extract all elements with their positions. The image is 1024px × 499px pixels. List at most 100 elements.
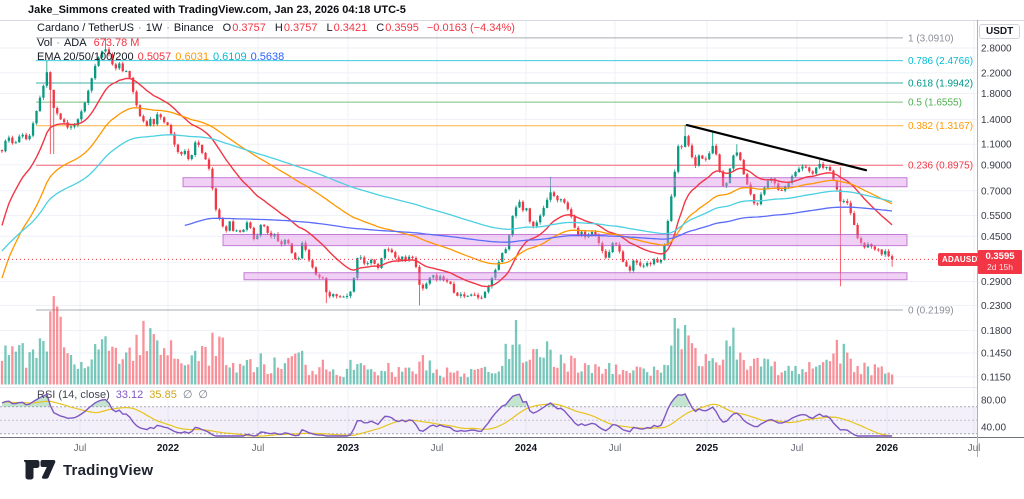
candle[interactable] [680, 146, 683, 148]
candle[interactable] [494, 269, 497, 278]
candle[interactable] [501, 253, 504, 263]
candle[interactable] [76, 119, 80, 126]
candle[interactable] [325, 277, 328, 293]
candle[interactable] [187, 150, 190, 160]
candle[interactable] [156, 114, 159, 125]
candle[interactable] [542, 207, 545, 216]
candle[interactable] [466, 295, 469, 297]
candle[interactable] [528, 208, 531, 222]
candle[interactable] [349, 291, 352, 296]
candle[interactable] [197, 142, 200, 145]
candle[interactable] [31, 123, 35, 136]
candle[interactable] [259, 224, 262, 236]
candle[interactable] [552, 192, 556, 197]
candle[interactable] [232, 221, 235, 231]
candle[interactable] [766, 180, 770, 188]
candle[interactable] [752, 194, 756, 204]
candle[interactable] [483, 291, 487, 298]
candle[interactable] [45, 72, 48, 86]
candle[interactable] [59, 113, 62, 120]
candle[interactable] [100, 51, 104, 58]
candle[interactable] [635, 260, 638, 263]
candle[interactable] [114, 64, 117, 69]
candle[interactable] [890, 256, 894, 260]
candle[interactable] [449, 281, 452, 284]
candle[interactable] [190, 155, 193, 160]
candle[interactable] [263, 224, 266, 227]
candle[interactable] [266, 226, 269, 233]
candle[interactable] [687, 136, 690, 146]
candle[interactable] [418, 266, 421, 285]
candle[interactable] [14, 142, 17, 144]
candle[interactable] [580, 231, 583, 236]
candle[interactable] [401, 256, 404, 260]
candle[interactable] [83, 102, 86, 112]
candle[interactable] [52, 89, 55, 109]
candle[interactable] [359, 257, 362, 259]
candle[interactable] [811, 171, 814, 174]
candle[interactable] [801, 166, 804, 169]
candle[interactable] [94, 65, 97, 79]
candle[interactable] [21, 134, 24, 137]
candle[interactable] [118, 63, 121, 69]
candle[interactable] [204, 152, 207, 160]
candle[interactable] [884, 251, 887, 255]
candle[interactable] [521, 201, 525, 211]
candle[interactable] [390, 249, 393, 253]
candle[interactable] [335, 294, 338, 297]
candle[interactable] [7, 137, 11, 141]
candle[interactable] [304, 242, 307, 250]
candle[interactable] [780, 189, 783, 191]
candle[interactable] [338, 296, 342, 298]
candle[interactable] [539, 215, 542, 223]
candle[interactable] [380, 258, 383, 268]
candle[interactable] [318, 274, 321, 278]
candle[interactable] [69, 126, 73, 128]
candle[interactable] [435, 275, 438, 280]
candle[interactable] [252, 227, 255, 240]
candle[interactable] [728, 168, 732, 184]
candle[interactable] [625, 261, 628, 267]
candle[interactable] [621, 251, 625, 262]
candle[interactable] [742, 159, 745, 175]
candle[interactable] [4, 140, 7, 152]
candle[interactable] [280, 241, 283, 245]
candle[interactable] [476, 294, 480, 298]
candle[interactable] [701, 155, 704, 159]
candle[interactable] [818, 163, 821, 168]
candle[interactable] [725, 183, 728, 187]
candle[interactable] [532, 221, 535, 227]
candle[interactable] [373, 259, 376, 264]
candle[interactable] [887, 251, 890, 257]
candle[interactable] [142, 116, 145, 122]
candle[interactable] [80, 111, 83, 120]
price-zone[interactable] [182, 177, 908, 188]
candle[interactable] [470, 294, 473, 296]
candle[interactable] [473, 294, 476, 296]
candle[interactable] [601, 243, 604, 252]
candle[interactable] [49, 72, 52, 90]
candle[interactable] [407, 256, 411, 261]
candle[interactable] [683, 136, 687, 147]
candle[interactable] [294, 252, 297, 260]
candle[interactable] [549, 192, 552, 200]
candle[interactable] [228, 221, 231, 231]
candle[interactable] [221, 218, 224, 227]
candle[interactable] [804, 166, 807, 168]
candle[interactable] [97, 57, 100, 66]
candle[interactable] [639, 262, 642, 266]
candle[interactable] [856, 224, 859, 239]
candle[interactable] [652, 259, 656, 265]
candle[interactable] [163, 117, 166, 123]
candle[interactable] [194, 142, 197, 156]
candle[interactable] [432, 275, 435, 278]
candle[interactable] [0, 150, 4, 152]
candle[interactable] [73, 125, 76, 127]
candle[interactable] [404, 256, 407, 261]
candle[interactable] [138, 105, 142, 117]
candle[interactable] [249, 222, 252, 228]
candle[interactable] [735, 152, 738, 156]
candle[interactable] [863, 242, 866, 248]
candle[interactable] [35, 110, 38, 124]
candle[interactable] [183, 150, 186, 155]
